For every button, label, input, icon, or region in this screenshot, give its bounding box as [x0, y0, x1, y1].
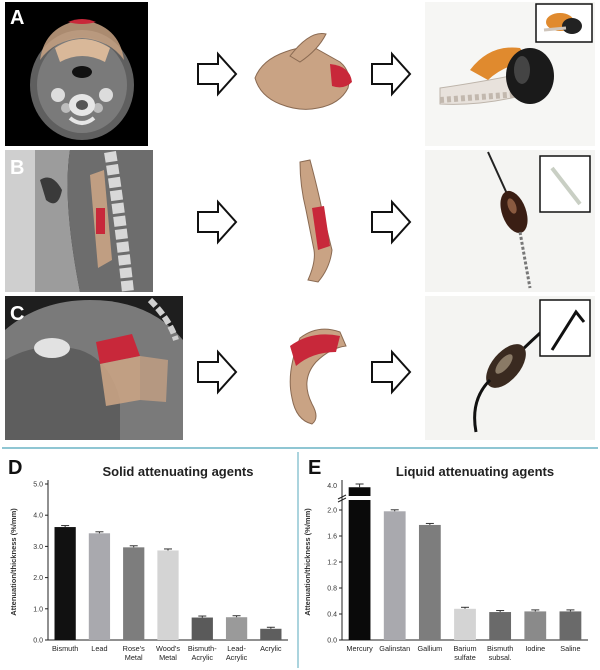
- panel-a-photo: [425, 2, 595, 146]
- x-tick-label: Bismuth-: [188, 644, 217, 653]
- bar: [88, 533, 111, 640]
- x-tick-label: Barium: [453, 644, 476, 653]
- y-tick-label: 3.0: [33, 544, 43, 551]
- x-tick-label: Bismuth: [487, 644, 513, 653]
- x-tick-label: Iodine: [525, 644, 545, 653]
- panel-c-ct-image: [5, 296, 183, 440]
- chart-solid-agents: Solid attenuating agents Attenuation/thic…: [9, 464, 288, 662]
- bar-break: [347, 496, 372, 500]
- y-tick-label: 1.6: [327, 534, 337, 541]
- y-tick-label: 1.2: [327, 560, 337, 567]
- x-tick-label: Metal: [159, 653, 177, 662]
- x-tick-label: Lead: [91, 644, 107, 653]
- panel-a-label: A: [10, 7, 24, 29]
- panel-c-3d-model: [289, 328, 347, 425]
- y-tick-label: 4.0: [33, 513, 43, 520]
- panel-a-ct-image: [5, 2, 148, 146]
- bar: [524, 611, 547, 640]
- panel-b-photo: [425, 150, 595, 292]
- y-tick-label: 0.0: [327, 638, 337, 645]
- x-tick-label: Gallium: [417, 644, 442, 653]
- y-tick-label: 1.0: [33, 606, 43, 613]
- arrow-right-icon: [371, 349, 412, 395]
- chart-title: Solid attenuating agents: [103, 464, 254, 479]
- bar: [418, 524, 441, 640]
- panel-a-3d-model: [254, 32, 352, 110]
- bar: [54, 527, 76, 640]
- y-tick-label: 5.0: [33, 482, 43, 489]
- panel-b-3d-model: [299, 159, 333, 283]
- panel-e-label: E: [308, 457, 321, 479]
- bar: [123, 547, 145, 640]
- y-tick-label: 4.0: [327, 483, 337, 490]
- y-axis-label: Attenuation/thickness (%/mm): [9, 508, 18, 616]
- x-tick-label: sulfate: [454, 653, 476, 662]
- x-tick-label: Galinstan: [379, 644, 410, 653]
- axis-break: [337, 497, 347, 503]
- arrow-right-icon: [197, 349, 238, 395]
- x-tick-label: Bismuth: [52, 644, 78, 653]
- x-tick-label: Acrylic: [192, 653, 214, 662]
- bar: [489, 612, 512, 640]
- bar: [559, 611, 582, 640]
- panel-b-ct-image: [5, 150, 153, 293]
- y-tick-label: 0.0: [33, 638, 43, 645]
- arrow-right-icon: [371, 199, 412, 245]
- y-tick-label: 0.8: [327, 586, 337, 593]
- x-tick-label: Acrylic: [226, 653, 248, 662]
- panel-d-label: D: [8, 457, 22, 479]
- bar: [191, 617, 213, 640]
- chart-liquid-agents: Liquid attenuating agents Attenuation/thi…: [303, 464, 588, 662]
- panel-c-inset: [539, 299, 591, 357]
- x-tick-label: Saline: [560, 644, 580, 653]
- bar: [454, 608, 476, 640]
- x-tick-label: Wood's: [156, 644, 180, 653]
- chart-title: Liquid attenuating agents: [396, 464, 554, 479]
- panel-b-label: B: [10, 157, 24, 179]
- bar: [260, 628, 282, 640]
- arrow-right-icon: [371, 51, 412, 97]
- x-tick-label: Mercury: [346, 644, 373, 653]
- y-tick-label: 0.4: [327, 612, 337, 619]
- panel-c-label: C: [10, 303, 24, 325]
- x-tick-label: Metal: [125, 653, 143, 662]
- bar: [383, 511, 406, 640]
- y-tick-label: 2.0: [327, 508, 337, 515]
- x-tick-label: Rose's: [123, 644, 145, 653]
- bar: [348, 487, 371, 640]
- bar: [157, 550, 179, 640]
- arrow-right-icon: [197, 199, 238, 245]
- arrow-right-icon: [197, 51, 238, 97]
- y-axis-label: Attenuation/thickness (%/mm): [303, 508, 312, 616]
- axis-break: [337, 494, 347, 500]
- y-tick-label: 2.0: [33, 575, 43, 582]
- x-tick-label: Acrylic: [260, 644, 282, 653]
- x-tick-label: subsal.: [489, 653, 512, 662]
- bar: [225, 617, 248, 640]
- panel-c-photo: [425, 296, 595, 440]
- x-tick-label: Lead-: [227, 644, 246, 653]
